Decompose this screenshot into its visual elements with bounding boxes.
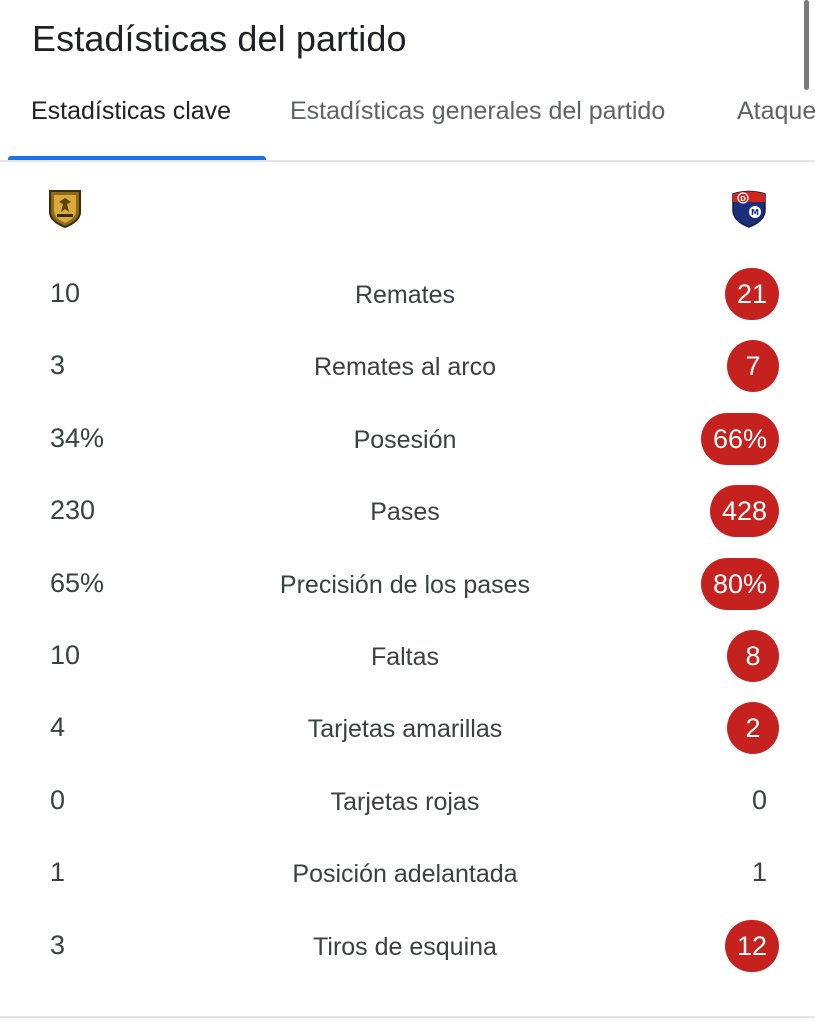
away-value-highlight-badge: 2 (727, 702, 779, 755)
tab-general-stats[interactable]: Estadísticas generales del partido (290, 97, 666, 125)
active-tab-indicator (8, 156, 266, 160)
stat-row-shots-on-target: 3 Remates al arco 7 (0, 330, 815, 402)
away-value-highlight-badge: 12 (724, 919, 779, 972)
stat-row-offsides: 1 Posición adelantada 1 (0, 837, 815, 909)
home-value: 4 (50, 712, 66, 743)
tab-key-stats[interactable]: Estadísticas clave (31, 97, 232, 125)
home-value: 0 (50, 784, 66, 815)
stat-label: Tiros de esquina (313, 932, 497, 961)
divider (0, 1016, 815, 1018)
away-value: 1 (751, 857, 767, 888)
away-value-highlight-badge: 21 (724, 268, 779, 320)
svg-text:D: D (740, 195, 746, 203)
rionegro-aguilas-crest-icon[interactable] (47, 188, 83, 228)
home-value: 230 (50, 495, 96, 526)
stat-label: Precisión de los pases (279, 570, 531, 599)
stat-row-pass-accuracy: 65% Precisión de los pases 80% (0, 548, 815, 620)
away-value: 0 (751, 784, 767, 815)
home-value: 10 (50, 278, 81, 308)
stat-label: Posesión (353, 425, 457, 454)
stat-row-corners: 3 Tiros de esquina 12 (0, 910, 815, 982)
svg-text:M: M (751, 208, 759, 217)
stat-row-possession: 34% Posesión 66% (0, 403, 815, 475)
stat-row-passes: 230 Pases 428 (0, 475, 815, 547)
stat-row-red-cards: 0 Tarjetas rojas 0 (0, 765, 815, 837)
scrollbar[interactable] (804, 0, 809, 90)
home-value: 3 (50, 350, 66, 381)
away-value-highlight-badge: 66% (700, 412, 779, 465)
stat-label: Tarjetas rojas (330, 787, 480, 816)
independiente-medellin-crest-icon[interactable]: D M (729, 188, 769, 228)
away-value-highlight-badge: 7 (727, 340, 779, 393)
page-title: Estadísticas del partido (32, 18, 407, 59)
stat-label: Remates al arco (313, 353, 497, 382)
away-value-highlight-badge: 8 (727, 629, 779, 682)
tab-bar: Estadísticas clave Estadísticas generale… (0, 88, 815, 162)
home-value: 3 (50, 929, 66, 960)
stat-label: Pases (370, 498, 440, 527)
stat-row-fouls: 10 Faltas 8 (0, 620, 815, 692)
stat-row-shots: 10 Remates 21 (0, 258, 815, 330)
tab-attack[interactable]: Ataque (737, 97, 815, 125)
home-value: 1 (50, 857, 66, 888)
home-value: 34% (50, 422, 105, 453)
stat-row-yellow-cards: 4 Tarjetas amarillas 2 (0, 692, 815, 764)
stat-label: Tarjetas amarillas (307, 715, 503, 744)
away-value-highlight-badge: 428 (709, 485, 779, 538)
stat-label: Faltas (370, 642, 440, 671)
away-value-highlight-badge: 80% (700, 557, 779, 610)
stat-label: Remates (354, 281, 456, 309)
stat-label: Posición adelantada (292, 860, 518, 889)
stats-table: 10 Remates 21 3 Remates al arco 7 34% Po… (0, 258, 815, 982)
home-value: 10 (50, 639, 81, 670)
home-value: 65% (50, 567, 105, 598)
